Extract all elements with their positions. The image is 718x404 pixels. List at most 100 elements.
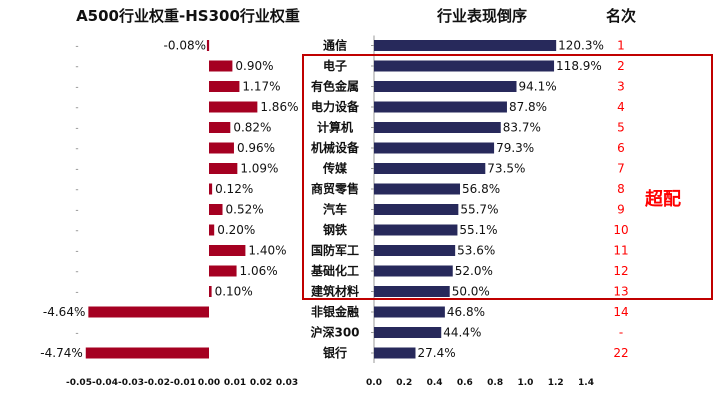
left-x-tick: 0.00	[198, 378, 220, 388]
left-value-label: 0.12%	[215, 182, 253, 196]
left-value-label: 0.90%	[235, 59, 273, 73]
right-x-tick: 1.2	[548, 378, 564, 388]
category-labels: 通信电子有色金属电力设备计算机机械设备传媒商贸零售汽车钢铁国防军工基础化工建筑材…	[310, 38, 360, 361]
left-row-dash: -	[75, 165, 78, 175]
left-row-dash: -	[75, 288, 78, 298]
right-bar	[374, 224, 458, 236]
right-value-label: 46.8%	[447, 305, 485, 319]
left-x-tick: -0.04	[92, 378, 118, 388]
right-value-label: 87.8%	[509, 100, 547, 114]
rank-value: 13	[613, 285, 628, 299]
left-value-label: 1.17%	[242, 80, 280, 94]
category-label: 银行	[323, 345, 347, 360]
left-value-label: 0.52%	[226, 203, 264, 217]
right-x-tick: 0.2	[396, 378, 412, 388]
category-label: 沪深300	[310, 325, 359, 340]
left-row-dash: -	[75, 144, 78, 154]
right-bar	[374, 347, 416, 359]
left-chart-title: A500行业权重-HS300行业权重	[76, 7, 300, 25]
right-x-tick: 0.6	[457, 378, 473, 388]
left-row-dash: -	[75, 267, 78, 277]
right-value-label: 79.3%	[496, 141, 534, 155]
category-label: 基础化工	[310, 263, 359, 278]
left-x-tick: 0.03	[276, 378, 298, 388]
left-bar	[209, 60, 233, 72]
right-x-tick: 0.4	[427, 378, 443, 388]
rank-value: 22	[613, 346, 628, 360]
rank-value: 3	[617, 80, 625, 94]
right-value-label: 53.6%	[457, 244, 495, 258]
right-value-label: 83.7%	[503, 121, 541, 135]
left-bar	[209, 163, 238, 174]
left-row-dash: -	[75, 349, 78, 359]
rank-value: 10	[613, 223, 628, 237]
right-bar	[374, 60, 555, 72]
overweight-label: 超配	[645, 188, 681, 210]
left-bar	[209, 81, 240, 92]
left-bar	[209, 142, 234, 154]
rank-value: 12	[613, 264, 628, 278]
left-x-tick: -0.01	[170, 378, 196, 388]
left-row-dash: -	[75, 185, 78, 195]
right-x-tick: 0.0	[366, 378, 382, 388]
right-x-tick: 1.0	[517, 378, 533, 388]
rank-title: 名次	[606, 7, 636, 25]
left-bar	[209, 183, 213, 195]
right-value-label: 50.0%	[452, 285, 490, 299]
left-value-label: 0.10%	[215, 285, 253, 299]
left-bar	[209, 224, 215, 236]
left-row-dash: -	[75, 308, 78, 318]
left-value-label: 1.86%	[260, 100, 298, 114]
right-bar	[374, 265, 453, 277]
right-bar	[374, 122, 501, 133]
left-bar	[88, 306, 209, 318]
rank-value: 4	[617, 100, 625, 114]
left-row-dash: -	[75, 62, 78, 72]
rank-value: 11	[613, 244, 628, 258]
left-bar	[206, 40, 210, 51]
right-bar	[374, 101, 507, 113]
right-bar	[374, 163, 486, 174]
left-value-label: 1.09%	[240, 162, 278, 176]
left-value-label: 0.20%	[217, 223, 255, 237]
overweight-highlight-box	[302, 54, 713, 300]
right-bar	[374, 142, 495, 154]
rank-value: -	[619, 326, 623, 340]
left-row-dash: -	[75, 329, 78, 339]
left-value-label: -4.74%	[40, 346, 82, 360]
category-label: 计算机	[317, 120, 353, 135]
rank-value: 2	[617, 59, 625, 73]
category-label: 非银金融	[311, 304, 359, 319]
left-row-dash: -	[75, 83, 78, 93]
left-bar	[85, 347, 209, 359]
category-label: 机械设备	[311, 140, 360, 155]
right-bar	[374, 327, 442, 338]
category-label: 汽车	[323, 202, 347, 217]
rank-value: 8	[617, 182, 625, 196]
right-value-label: 56.8%	[462, 182, 500, 196]
left-chart: - -0.08% - 0.90% - 1.17% - 1.86% - 0.82% - 0.96% - 1.…	[40, 39, 298, 389]
category-label: 传媒	[322, 161, 348, 176]
left-row-dash: -	[75, 103, 78, 113]
right-bar	[374, 204, 459, 215]
left-row-dash: -	[75, 124, 78, 134]
left-x-tick: -0.05	[66, 378, 92, 388]
right-bar	[374, 306, 445, 318]
category-label: 电力设备	[311, 99, 360, 114]
right-value-label: 94.1%	[518, 80, 556, 94]
left-x-tick: 0.01	[224, 378, 246, 388]
category-label: 有色金属	[311, 79, 359, 94]
left-row-dash: -	[75, 226, 78, 236]
right-x-tick: 0.8	[487, 378, 503, 388]
rank-value: 9	[617, 203, 625, 217]
category-label: 钢铁	[323, 222, 347, 237]
rank-value: 5	[617, 121, 625, 135]
left-row-dash: -	[75, 247, 78, 257]
category-label: 商贸零售	[311, 181, 359, 196]
category-label: 建筑材料	[310, 284, 359, 299]
right-bar	[374, 183, 461, 195]
left-bar	[209, 245, 246, 256]
left-value-label: 1.06%	[240, 264, 278, 278]
rank-value: 6	[617, 141, 625, 155]
